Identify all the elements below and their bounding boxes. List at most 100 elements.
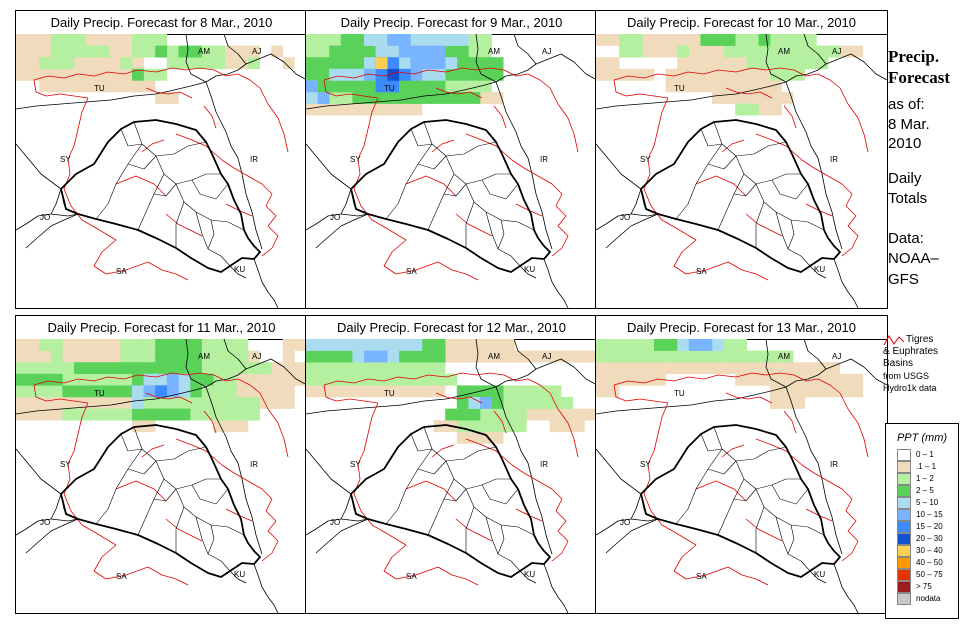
precip-cell [271, 45, 284, 58]
map-svg: AM AJ TU SY IR JO SA KU [596, 339, 887, 613]
precip-cell [433, 80, 446, 93]
precip-cell [677, 362, 690, 375]
country-label: TU [94, 389, 105, 398]
precip-cell [387, 45, 400, 58]
precip-cell [108, 373, 121, 386]
precip-cell [178, 408, 191, 421]
precip-cell [665, 362, 678, 375]
precip-cell [468, 57, 481, 70]
precip-cell [468, 350, 481, 363]
precip-cell [213, 397, 226, 409]
precip-cell [398, 362, 411, 375]
basin-boundary [721, 139, 745, 153]
precip-cell [317, 339, 330, 351]
precip-cell [549, 408, 562, 421]
precip-cell [213, 350, 226, 363]
precip-cell [74, 80, 86, 93]
precip-layer [16, 34, 295, 104]
precip-cell [526, 397, 539, 409]
precip-cell [236, 362, 249, 375]
precip-cell [630, 362, 643, 375]
precip-cell [340, 339, 353, 351]
precip-cell [201, 45, 214, 58]
precip-cell [712, 80, 724, 93]
precip-cell [491, 68, 504, 81]
country-label: SA [696, 572, 707, 581]
precip-cell [793, 397, 806, 409]
precip-cell [190, 397, 202, 409]
precip-cell [166, 57, 179, 70]
precip-cell [630, 339, 643, 351]
province-border [700, 433, 723, 452]
precip-cell [398, 68, 411, 81]
panel-title: Daily Precip. Forecast for 12 Mar., 2010 [306, 316, 597, 340]
precip-cell [793, 385, 806, 398]
precip-cell [108, 350, 121, 363]
precip-cell [398, 57, 411, 70]
precip-cell [642, 350, 655, 363]
basin-boundary [353, 402, 407, 546]
precip-cell [248, 408, 260, 421]
province-border [423, 426, 497, 462]
precip-cell [804, 57, 817, 70]
precip-cell [97, 34, 110, 46]
forecast-panel-10-mar: Daily Precip. Forecast for 10 Mar., 2010… [595, 10, 888, 309]
precip-cell [781, 34, 794, 46]
precip-cell [700, 45, 713, 58]
precip-cell [422, 92, 434, 104]
country-label: SA [116, 572, 127, 581]
basin-boundary [613, 67, 767, 81]
precip-cell [770, 68, 782, 81]
basin-boundary [755, 438, 815, 474]
basin-boundary [643, 402, 697, 546]
province-border [175, 201, 185, 248]
ppt-legend-item: 50 – 75 [897, 569, 958, 581]
country-border [185, 34, 207, 83]
precip-cell [190, 350, 202, 363]
province-border [481, 179, 519, 200]
precip-cell [190, 362, 202, 375]
precip-cell [770, 103, 782, 116]
country-border [16, 81, 207, 110]
precip-cell [422, 339, 434, 351]
precip-cell [642, 68, 655, 81]
country-border [519, 265, 537, 279]
precip-cell [619, 34, 632, 46]
precip-cell [50, 45, 63, 58]
ppt-legend-item: 0 – 1 [897, 449, 958, 461]
precip-cell [410, 350, 423, 363]
country-label: SA [116, 267, 127, 276]
precip-cell [688, 80, 701, 93]
forecast-panel-12-mar: Daily Precip. Forecast for 12 Mar., 2010… [305, 315, 598, 614]
precip-cell [491, 92, 504, 104]
precip-cell [538, 350, 550, 363]
precip-cell [50, 385, 63, 398]
precip-cell [248, 362, 260, 375]
country-border [596, 386, 787, 415]
country-border [605, 213, 659, 249]
basin-boundary [813, 167, 859, 257]
country-label: JO [40, 518, 50, 527]
ppt-legend-item: > 75 [897, 581, 958, 593]
precip-cell [700, 57, 713, 70]
basin-boundary [115, 175, 167, 197]
country-label: AJ [542, 352, 551, 361]
precip-cell [607, 57, 620, 70]
precip-cell [619, 373, 632, 386]
country-label: TU [674, 84, 685, 93]
basin-boundary [323, 67, 477, 81]
country-border [809, 265, 827, 279]
precip-cell [619, 350, 632, 363]
precip-cell [74, 397, 86, 409]
precip-cell [665, 339, 678, 351]
precip-cell [317, 45, 330, 58]
precip-cell [398, 92, 411, 104]
ppt-legend-label: 0 – 1 [916, 450, 934, 459]
country-border [785, 53, 887, 83]
map-svg: AM AJ TU SY IR JO SA KU [16, 339, 307, 613]
ppt-legend-swatch [897, 485, 911, 497]
province-border [175, 506, 185, 553]
precip-cell [155, 45, 168, 58]
precip-cell [340, 45, 353, 58]
precip-cell [39, 68, 52, 81]
